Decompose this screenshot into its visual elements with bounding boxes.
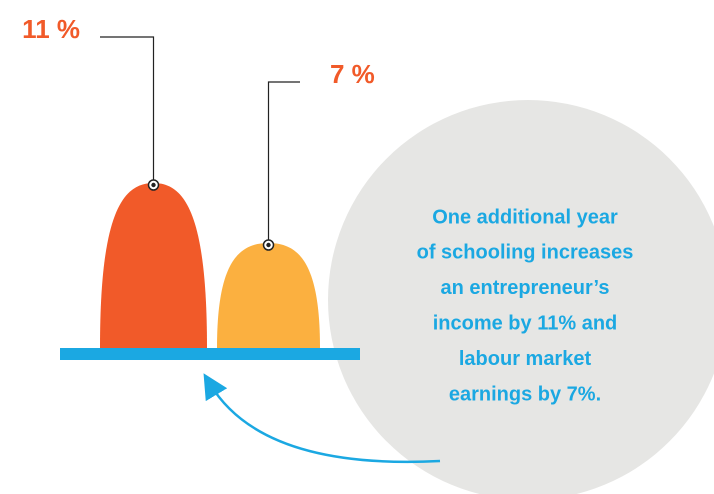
leader-dot-center bbox=[151, 182, 156, 188]
value-label: 11 % bbox=[22, 14, 80, 44]
bell-bar bbox=[217, 243, 320, 348]
info-circle bbox=[328, 100, 714, 494]
annotation-line: earnings by 7%. bbox=[449, 383, 601, 405]
leader-dot-center bbox=[266, 242, 271, 248]
annotation-line: an entrepreneur’s bbox=[441, 277, 610, 299]
annotation-line: labour market bbox=[459, 348, 592, 370]
annotation-line: income by 11% and bbox=[433, 312, 618, 334]
arrow bbox=[203, 373, 441, 464]
bell-bar bbox=[100, 183, 207, 348]
leader-line bbox=[267, 81, 300, 243]
baseline bbox=[60, 348, 360, 360]
annotation-line: of schooling increases bbox=[417, 242, 634, 264]
value-label: 7 % bbox=[330, 59, 375, 89]
leader-line bbox=[100, 36, 155, 183]
annotation-line: One additional year bbox=[432, 206, 618, 228]
